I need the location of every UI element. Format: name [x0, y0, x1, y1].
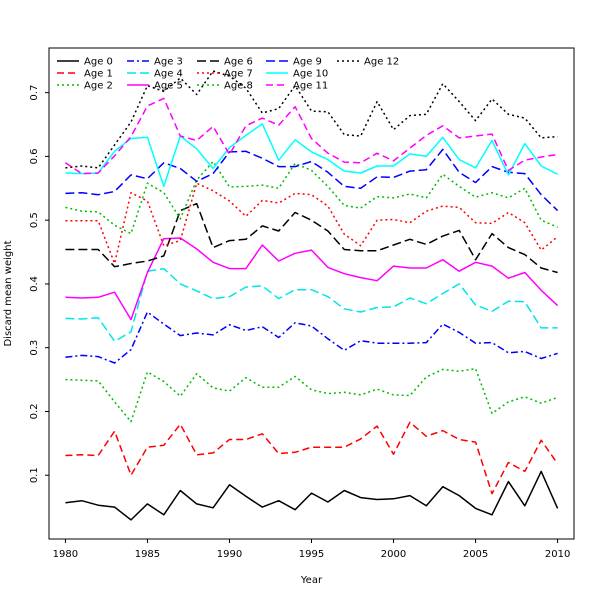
legend-item: Age 10: [266, 69, 328, 80]
legend-item: Age 2: [57, 81, 113, 92]
series-line-age-11: [64, 97, 558, 175]
legend-item: Age 12: [337, 57, 399, 68]
legend-item: Age 5: [127, 81, 183, 92]
legend-item: Age 1: [57, 69, 113, 80]
legend-item: Age 9: [266, 57, 322, 68]
legend-label: Age 8: [224, 81, 253, 92]
y-axis: 0.1 0.2 0.3 0.4 0.5 0.6 0.7: [29, 85, 49, 483]
x-tick-label: 1980: [53, 549, 78, 560]
legend-item: Age 3: [127, 57, 183, 68]
y-tick-label: 0.2: [29, 404, 40, 420]
legend-label: Age 3: [154, 57, 183, 68]
lines-layer: [64, 70, 559, 521]
series-line-age-1: [65, 421, 559, 495]
legend-item: Age 4: [127, 69, 183, 80]
legend-label: Age 7: [224, 69, 253, 80]
legend-label: Age 0: [84, 57, 113, 68]
legend-item: Age 7: [197, 69, 253, 80]
series-line-age-0: [65, 470, 559, 521]
series-line-age-10: [65, 123, 558, 188]
legend-label: Age 1: [84, 69, 113, 80]
legend-label: Age 5: [154, 81, 183, 92]
legend-label: Age 11: [293, 81, 328, 92]
legend-label: Age 12: [364, 57, 399, 68]
legend-item: Age 6: [197, 57, 253, 68]
legend-label: Age 2: [84, 81, 113, 92]
y-tick-label: 0.3: [29, 340, 40, 356]
x-tick-label: 2005: [463, 549, 488, 560]
series-line-age-7: [65, 182, 559, 265]
series-line-age-12: [65, 70, 558, 169]
legend-label: Age 10: [293, 69, 328, 80]
x-tick-label: 1985: [135, 549, 160, 560]
legend-item: Age 0: [57, 57, 113, 68]
y-tick-label: 0.1: [29, 467, 40, 483]
x-axis-title: Year: [300, 575, 323, 586]
series-line-age-9: [65, 148, 559, 212]
legend-label: Age 6: [224, 57, 253, 68]
y-axis-title: Discard mean weight: [3, 240, 14, 346]
y-tick-label: 0.4: [29, 276, 40, 292]
series-line-age-8: [65, 160, 558, 235]
x-tick-label: 1995: [299, 549, 324, 560]
x-tick-label: 2010: [545, 549, 570, 560]
x-axis: 1980 1985 1990 1995 2000 2005 2010: [53, 539, 570, 560]
legend-item: Age 8: [197, 81, 253, 92]
series-line-age-6: [65, 202, 558, 274]
legend-label: Age 9: [293, 57, 322, 68]
series-line-age-5: [65, 237, 559, 321]
legend-item: Age 11: [266, 81, 328, 92]
y-tick-label: 0.5: [29, 212, 40, 228]
x-tick-label: 1990: [217, 549, 242, 560]
legend-label: Age 4: [154, 69, 183, 80]
series-line-age-3: [65, 311, 558, 364]
y-tick-label: 0.6: [29, 148, 40, 164]
x-tick-label: 2000: [381, 549, 406, 560]
y-tick-label: 0.7: [29, 85, 40, 101]
